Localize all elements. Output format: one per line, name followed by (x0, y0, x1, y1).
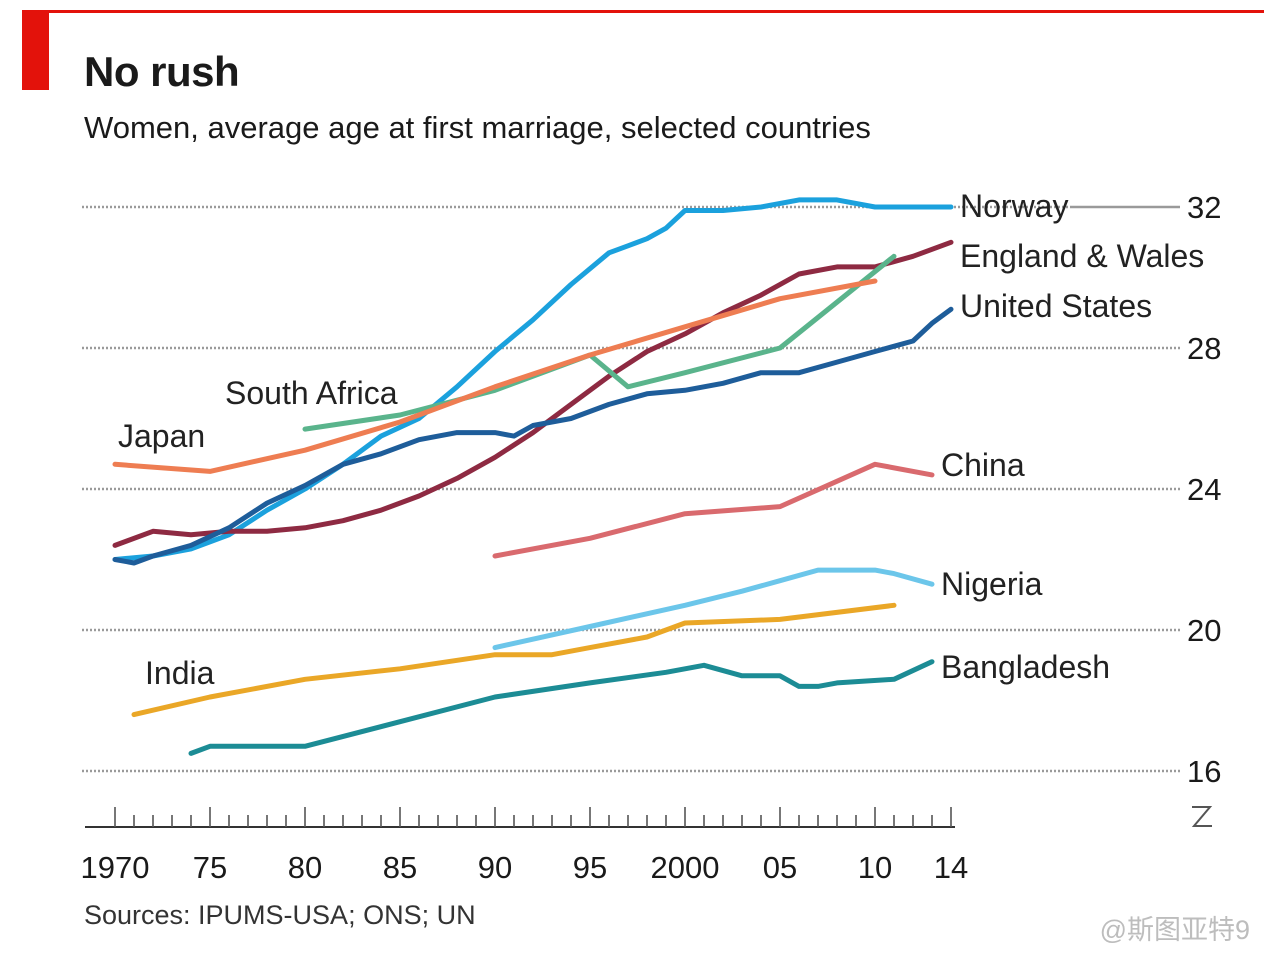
x-tick-label-1975: 75 (193, 850, 227, 885)
series-line-united-states (112, 306, 954, 566)
watermark: @斯图亚特9 (1099, 915, 1250, 945)
series-labels: Norway England & Wales United States South … (118, 188, 1204, 691)
series-line-bangladesh (188, 659, 935, 756)
series-label-united-states: United States (960, 288, 1152, 324)
series-label-bangladesh: Bangladesh (941, 649, 1110, 685)
series-label-norway: Norway (960, 188, 1068, 224)
x-tick-label-1990: 90 (478, 850, 512, 885)
x-axis: 1970 75 80 85 90 95 2000 05 10 14 (81, 806, 1213, 885)
x-tick-label-2000: 2000 (651, 850, 720, 885)
series-label-india: India (145, 655, 215, 691)
gridlines (82, 205, 1180, 773)
top-rule (22, 10, 1264, 13)
series-line-japan (112, 278, 878, 474)
series-line-england-wales (112, 239, 954, 548)
series-lines (112, 197, 954, 756)
x-tick-label-1970: 1970 (81, 850, 150, 885)
x-tick-label-1995: 95 (573, 850, 607, 885)
y-tick-label-20: 20 (1187, 613, 1221, 648)
brand-red-tab (22, 10, 49, 90)
series-label-south-africa: South Africa (225, 375, 398, 411)
y-tick-label-28: 28 (1187, 331, 1221, 366)
chart-subtitle: Women, average age at first marriage, se… (84, 110, 871, 145)
series-line-south-africa (302, 253, 897, 432)
series-line-norway (112, 197, 954, 562)
x-tick-label-2010: 10 (858, 850, 892, 885)
y-tick-label-16: 16 (1187, 754, 1221, 789)
series-label-nigeria: Nigeria (941, 566, 1043, 602)
y-tick-label-24: 24 (1187, 472, 1221, 507)
series-line-china (492, 461, 935, 559)
series-line-nigeria (492, 567, 935, 651)
source-note: Sources: IPUMS-USA; ONS; UN (84, 900, 476, 930)
x-tick-label-2014: 14 (934, 850, 968, 885)
y-tick-label-32: 32 (1187, 190, 1221, 225)
series-line-india (131, 602, 897, 718)
series-label-china: China (941, 447, 1025, 483)
x-tick-label-2005: 05 (763, 850, 797, 885)
series-label-japan: Japan (118, 418, 205, 454)
y-tick-labels: 16 20 24 28 32 (1187, 190, 1221, 789)
x-tick-label-1985: 85 (383, 850, 417, 885)
x-tick-label-1980: 80 (288, 850, 322, 885)
series-label-england-wales: England & Wales (960, 238, 1204, 274)
axis-break-icon (1191, 806, 1213, 827)
chart-title: No rush (84, 48, 240, 95)
